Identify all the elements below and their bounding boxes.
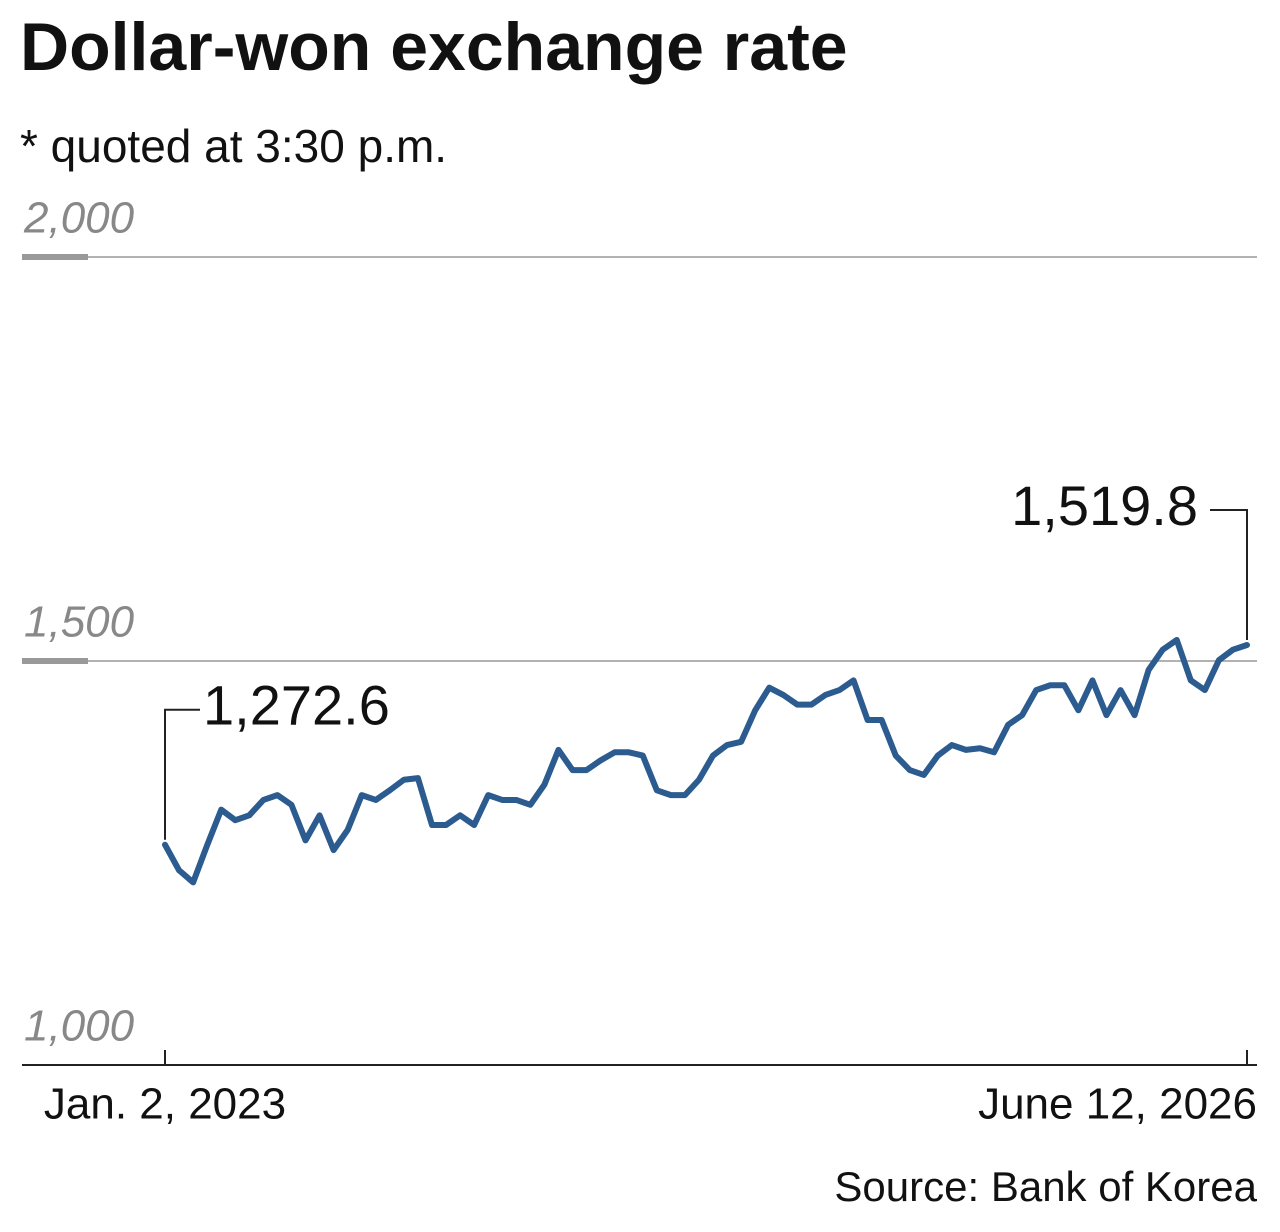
source: Source: Bank of Korea [834,1163,1257,1210]
y-tick-label: 1,500 [24,598,135,647]
value-label: 1,272.6 [203,674,390,737]
label-leader [164,708,200,840]
chart-subtitle: * quoted at 3:30 p.m. [20,120,447,172]
value-label: 1,519.8 [1011,474,1198,537]
y-tick-label: 1,000 [24,1002,135,1051]
x-tick-label: Jan. 2, 2023 [44,1080,286,1129]
label-leader [1210,509,1248,641]
line-series [162,636,1250,886]
y-tick-label: 2,000 [23,194,135,243]
chart-title: Dollar-won exchange rate [20,9,848,85]
x-tick-label: June 12, 2026 [978,1080,1257,1129]
